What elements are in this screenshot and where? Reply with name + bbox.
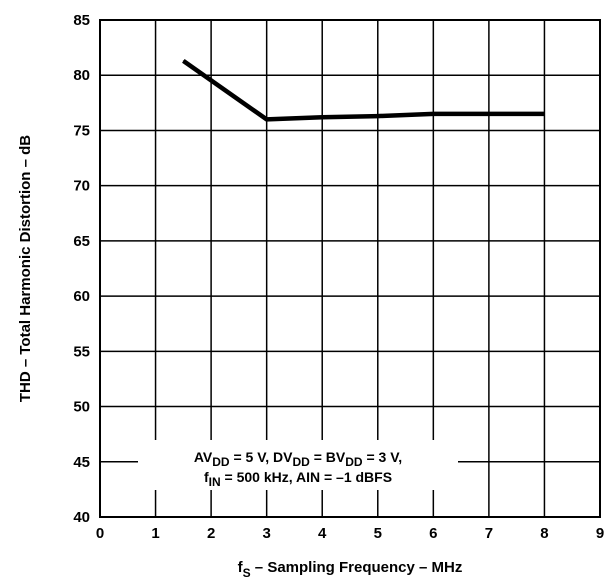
x-tick-label: 0: [96, 525, 104, 542]
plot-frame: [99, 19, 601, 518]
x-tick-label: 8: [540, 525, 548, 542]
y-tick-label: 70: [73, 178, 90, 195]
y-tick-label: 60: [73, 288, 90, 305]
x-tick-label: 3: [262, 525, 270, 542]
x-tick-label: 9: [596, 525, 604, 542]
data-point-0-6: [543, 113, 545, 115]
y-tick-label: 65: [73, 233, 90, 250]
y-axis-title: THD – Total Harmonic Distortion – dB: [17, 135, 34, 402]
plot-border: [99, 19, 601, 518]
series-layer: [182, 59, 545, 122]
y-tick-label: 55: [73, 343, 90, 360]
x-tick-label: 5: [374, 525, 382, 542]
data-point-0-5: [488, 113, 490, 115]
x-tick-label: 2: [207, 525, 215, 542]
x-axis-title: fS – Sampling Frequency – MHz: [238, 559, 463, 580]
y-tick-label: 75: [73, 122, 90, 139]
x-tick-label: 6: [429, 525, 437, 542]
x-tick-label: 4: [318, 525, 327, 542]
x-tick-label: 7: [485, 525, 493, 542]
annotation-line-2: fIN = 500 kHz, AIN = –1 dBFS: [204, 469, 392, 489]
y-tick-label: 80: [73, 67, 90, 84]
data-point-0-1: [266, 118, 268, 120]
y-tick-label: 85: [73, 12, 90, 29]
data-point-0-2: [321, 116, 323, 118]
series-line-0: [182, 59, 545, 122]
data-point-0-0: [182, 60, 184, 62]
x-tick-label: 1: [151, 525, 159, 542]
x-tick-labels: 0 1 2 3 4 5 6 7 8 9: [96, 525, 604, 542]
y-tick-label: 50: [73, 399, 90, 416]
data-point-0-3: [377, 115, 379, 117]
y-tick-labels: 40 45 50 55 60 65 70 75 80 85: [73, 12, 90, 526]
data-point-0-4: [432, 113, 434, 115]
y-tick-label: 40: [73, 509, 90, 526]
annotation-line-1: AVDD = 5 V, DVDD = BVDD = 3 V,: [194, 449, 402, 469]
annotation-box: [138, 440, 458, 490]
y-tick-label: 45: [73, 454, 90, 471]
